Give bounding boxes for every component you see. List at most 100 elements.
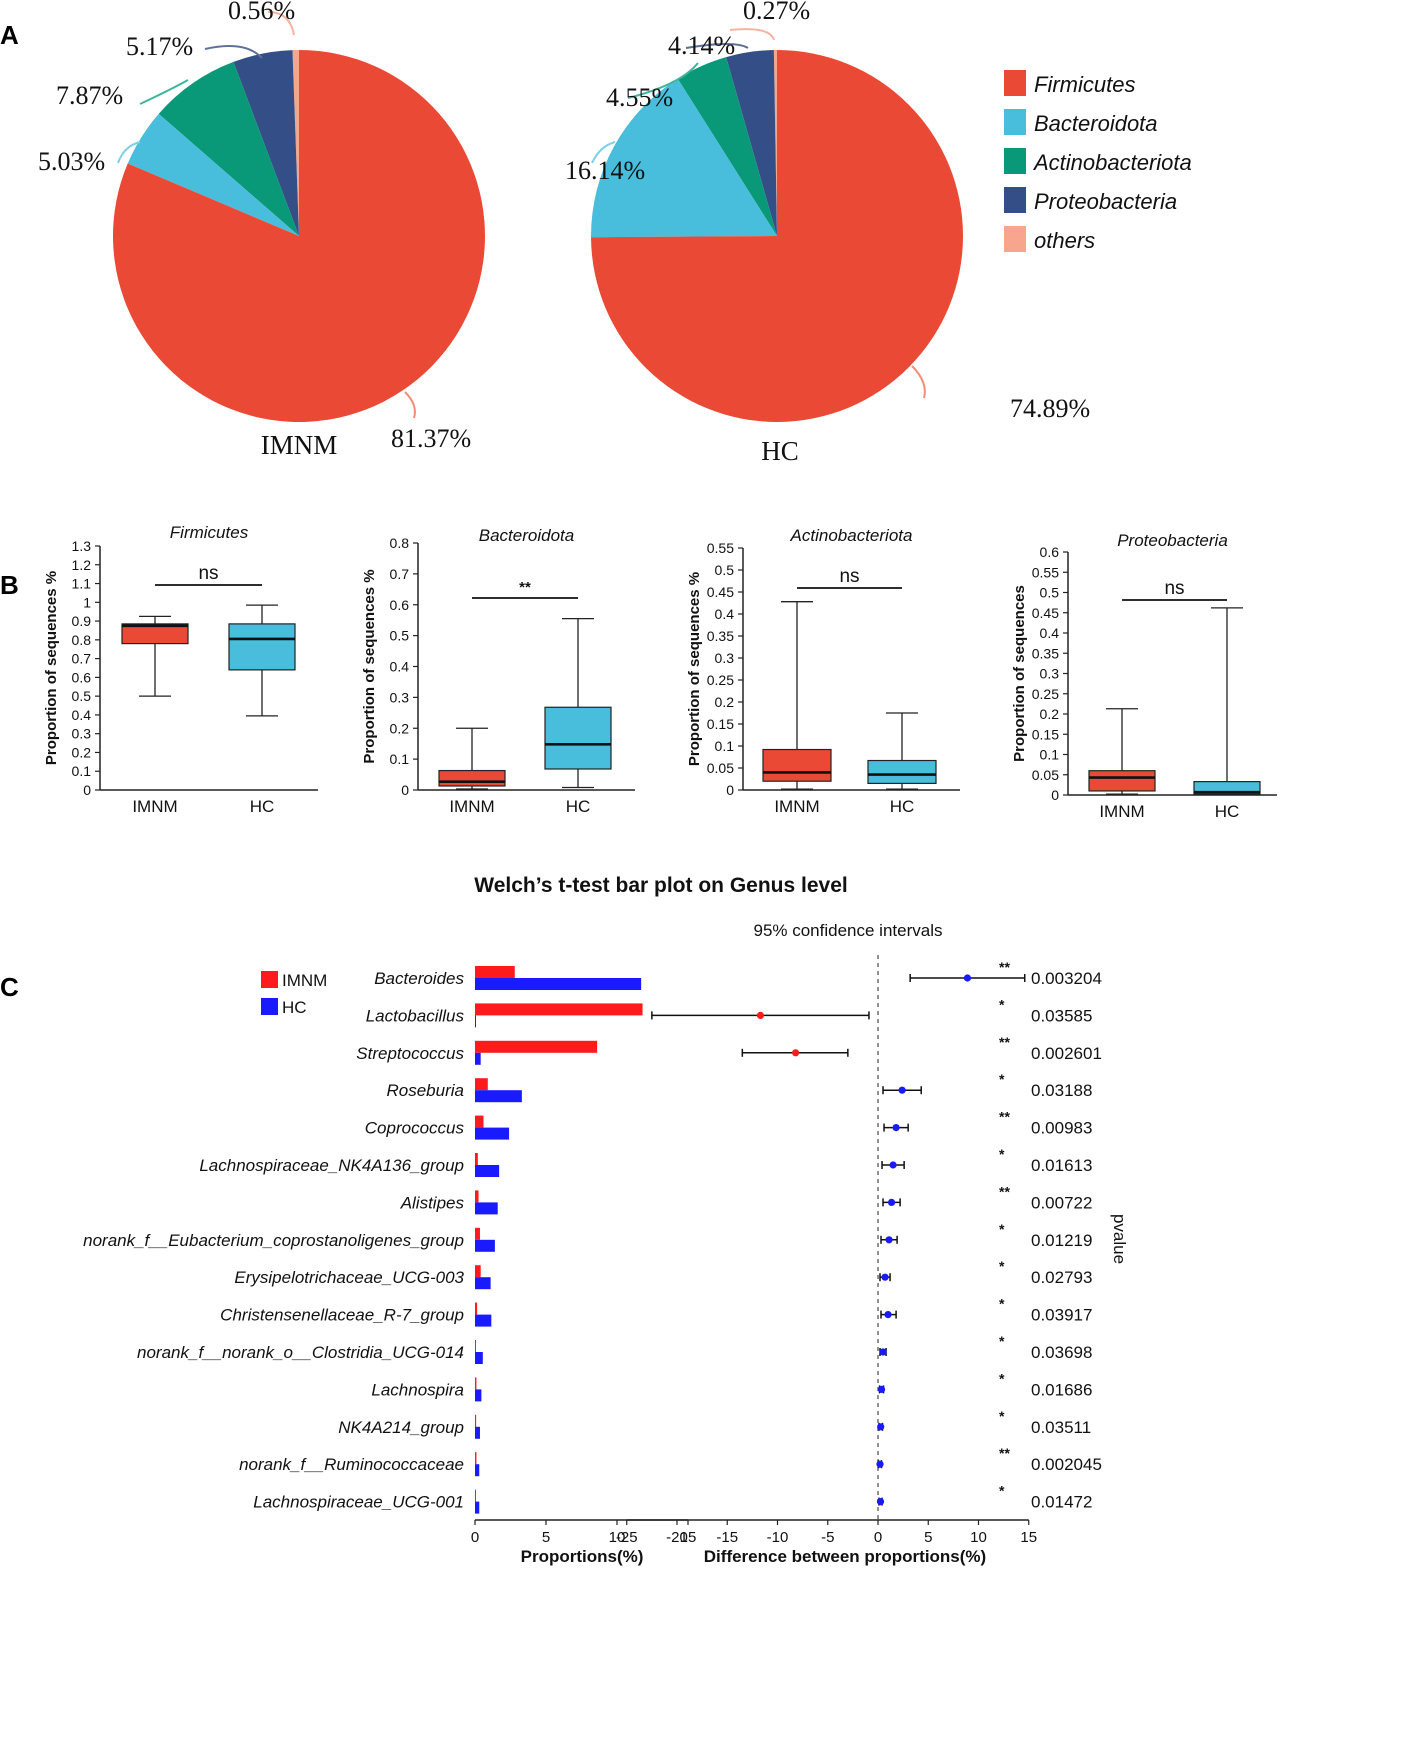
welch-significance-stars: ** (999, 1034, 1010, 1050)
pie-title: IMNM (261, 430, 338, 460)
pie-value-label: 0.56% (228, 0, 295, 25)
boxplot-ytick-label: 0.4 (72, 707, 92, 723)
welch-right-xtick-label: -25 (616, 1529, 638, 1546)
boxplot-category-label: HC (566, 797, 591, 816)
boxplot-box-hc (544, 706, 612, 770)
pie-leader-line (685, 43, 749, 49)
boxplot-box-imnm (1088, 770, 1156, 792)
pie-leader-line (627, 62, 699, 99)
welch-diff-dot (876, 1498, 885, 1506)
pie-value-label: 16.14% (565, 156, 645, 185)
welch-significance-stars: ** (999, 1109, 1010, 1125)
welch-pvalue: 0.00983 (1031, 1119, 1092, 1138)
pie-value-label: 7.87% (56, 81, 123, 110)
boxplot-category-label: HC (1215, 802, 1240, 821)
welch-significance-stars: * (999, 1146, 1005, 1162)
welch-bar-hc (475, 1426, 480, 1439)
boxplot-box-hc (228, 623, 296, 671)
boxplot-ytick-label: 0.55 (1032, 564, 1059, 580)
boxplot-ytick-label: 0.35 (707, 628, 734, 644)
boxplot-ytick-label: 0 (1051, 787, 1059, 803)
welch-legend-swatch-imnm (261, 971, 278, 988)
boxplot-ytick-label: 0.15 (707, 716, 734, 732)
welch-legend-label: HC (282, 998, 307, 1017)
boxplot-ytick-label: 0.3 (1040, 666, 1060, 682)
boxplot-significance-label: ** (519, 579, 531, 596)
pie-leader-line (729, 28, 775, 41)
welch-significance-stars: * (999, 1370, 1005, 1386)
boxplot-category-label: IMNM (1099, 802, 1144, 821)
welch-genus-label: Lachnospiraceae_NK4A136_group (199, 1156, 464, 1175)
boxplot-ytick-label: 0.55 (707, 540, 734, 556)
welch-bar-imnm (475, 1377, 477, 1390)
welch-left-xlabel: Proportions(%) (521, 1547, 644, 1566)
boxplot-box-hc (867, 759, 937, 785)
welch-significance-stars: ** (999, 1183, 1010, 1199)
welch-bar-imnm (475, 1340, 476, 1352)
welch-pvalue: 0.002045 (1031, 1455, 1102, 1474)
boxplot-ytick-label: 1.2 (72, 557, 92, 573)
boxplot-category-label: IMNM (449, 797, 494, 816)
pie-leader-line (267, 11, 295, 36)
welch-diff-dot (889, 1161, 897, 1169)
pie-leader-line (204, 45, 263, 59)
welch-genus-label: Christensenellaceae_R-7_group (220, 1306, 464, 1325)
welch-genus-label: Streptococcus (356, 1044, 464, 1063)
welch-significance-stars: * (999, 996, 1005, 1012)
welch-genus-label: norank_f__norank_o__Clostridia_UCG-014 (137, 1343, 464, 1362)
welch-diff-dot (879, 1348, 887, 1356)
pie-slice-proteobacteria (233, 50, 299, 236)
boxplot-ytick-label: 0 (83, 782, 91, 798)
boxplot-ytick-label: 0.7 (72, 651, 92, 667)
welch-pvalue: 0.03585 (1031, 1006, 1092, 1025)
welch-significance-stars: * (999, 1408, 1005, 1424)
boxplot-ytick-label: 0.05 (707, 760, 734, 776)
boxplot-significance-label: ns (198, 563, 218, 584)
boxplot-ytick-label: 0.1 (1040, 747, 1060, 763)
welch-genus-label: norank_f__Eubacterium_coprostanoligenes_… (83, 1231, 464, 1250)
welch-diff-dot (898, 1086, 906, 1094)
boxplot-ytick-label: 0.2 (390, 720, 410, 736)
welch-right-xlabel: Difference between proportions(%) (704, 1547, 986, 1566)
boxplot-ylabel: Proportion of sequences % (361, 569, 378, 763)
welch-pvalue: 0.003204 (1031, 969, 1102, 988)
boxplot-ytick-label: 0.4 (390, 659, 410, 675)
boxplot-ytick-label: 0.8 (72, 632, 92, 648)
pie-value-label: 81.37% (391, 424, 471, 453)
boxplot-actinobacteriota: Actinobacteriota Proportion of sequences … (686, 526, 960, 816)
welch-bar-hc (475, 1165, 500, 1177)
pie-leader-line (591, 141, 616, 164)
welch-pvalue: 0.03188 (1031, 1081, 1092, 1100)
boxplot-category-label: IMNM (132, 797, 177, 816)
welch-significance-stars: * (999, 1258, 1005, 1274)
welch-genus-label: Lachnospira (371, 1380, 464, 1399)
boxplot-title: Bacteroidota (479, 526, 574, 545)
welch-right-xtick-label: 15 (1020, 1529, 1037, 1546)
boxplot-significance-label: ns (1164, 578, 1184, 599)
welch-bar-imnm (475, 1115, 484, 1128)
welch-bar-hc (475, 1314, 492, 1327)
boxplot-ytick-label: 0.5 (72, 688, 92, 704)
legend-label: Actinobacteriota (1032, 150, 1192, 175)
welch-significance-stars: ** (999, 1445, 1010, 1461)
pie-chart-hc: 74.89% 16.14% 4.55% 4.14% 0.27% HC (565, 0, 1090, 466)
welch-pvalue: 0.03511 (1031, 1418, 1091, 1437)
boxplot-ylabel: Proportion of sequences (1011, 585, 1028, 762)
welch-bar-imnm (475, 966, 515, 978)
legend-label: others (1034, 228, 1095, 253)
welch-bar-imnm (475, 1489, 476, 1502)
welch-left-xtick-label: 15 (680, 1529, 697, 1546)
welch-bar-imnm (475, 1040, 598, 1053)
boxplot-ytick-label: 0.7 (390, 566, 410, 582)
pie-leader-line (139, 79, 189, 105)
pie-leader-line (117, 141, 141, 164)
welch-pvalue: 0.01219 (1031, 1231, 1092, 1250)
welch-diff-dot (881, 1273, 889, 1281)
boxplot-ytick-label: 0.6 (1040, 544, 1060, 560)
legend-swatch-others (1004, 226, 1026, 252)
welch-significance-stars: * (999, 1071, 1005, 1087)
boxplot-box-imnm (762, 748, 832, 782)
welch-bar-hc (475, 1202, 498, 1215)
welch-right-xtick-label: -15 (716, 1529, 738, 1546)
legend-swatch-firmicutes (1004, 70, 1026, 96)
